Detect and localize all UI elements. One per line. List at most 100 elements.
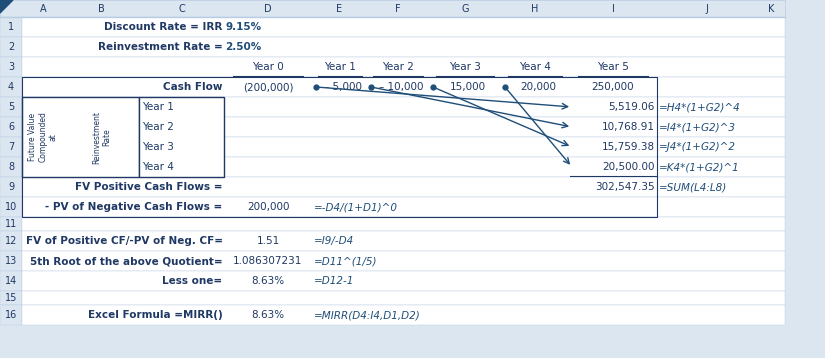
Text: 5th Root of the above Quotient=: 5th Root of the above Quotient= — [30, 256, 223, 266]
Text: =H4*(1+G2)^4: =H4*(1+G2)^4 — [659, 102, 741, 112]
Bar — [0, 57, 22, 77]
Text: 20,500.00: 20,500.00 — [602, 162, 655, 172]
Text: 3: 3 — [8, 62, 14, 72]
Bar — [0, 37, 22, 57]
Text: H: H — [531, 4, 539, 14]
Bar — [22, 77, 785, 97]
Text: 200,000: 200,000 — [247, 202, 290, 212]
Text: 2: 2 — [8, 42, 14, 52]
Bar — [139, 97, 224, 177]
Text: Year 3: Year 3 — [449, 62, 481, 72]
Bar — [22, 77, 657, 217]
Text: Year 3: Year 3 — [142, 142, 174, 152]
Text: =K4*(1+G2)^1: =K4*(1+G2)^1 — [659, 162, 740, 172]
Text: (200,000): (200,000) — [243, 82, 293, 92]
Text: 5: 5 — [8, 102, 14, 112]
Text: 14: 14 — [5, 276, 17, 286]
Text: =MIRR(D4:I4,D1,D2): =MIRR(D4:I4,D1,D2) — [314, 310, 421, 320]
Text: Less one=: Less one= — [163, 276, 223, 286]
Bar — [22, 217, 785, 231]
Text: K: K — [768, 4, 774, 14]
Text: 13: 13 — [5, 256, 17, 266]
Text: 1.086307231: 1.086307231 — [233, 256, 303, 266]
Text: 12: 12 — [5, 236, 17, 246]
Text: 8.63%: 8.63% — [252, 276, 285, 286]
Text: FV of Positive CF/-PV of Neg. CF=: FV of Positive CF/-PV of Neg. CF= — [26, 236, 223, 246]
Bar — [0, 177, 22, 197]
Text: Year 2: Year 2 — [142, 122, 174, 132]
Text: 1.51: 1.51 — [257, 236, 280, 246]
Text: 11: 11 — [5, 219, 17, 229]
Text: =D12-1: =D12-1 — [314, 276, 355, 286]
Text: A: A — [40, 4, 46, 14]
Text: – 5,000: – 5,000 — [323, 82, 361, 92]
Text: 4: 4 — [8, 82, 14, 92]
Text: I: I — [611, 4, 615, 14]
Bar — [0, 97, 22, 117]
Text: FV Positive Cash Flows =: FV Positive Cash Flows = — [75, 182, 223, 192]
Text: – 10,000: – 10,000 — [379, 82, 423, 92]
Bar — [0, 251, 22, 271]
Text: 15,759.38: 15,759.38 — [602, 142, 655, 152]
Text: =-D4/(1+D1)^0: =-D4/(1+D1)^0 — [314, 202, 398, 212]
Bar — [22, 231, 785, 251]
Text: =SUM(L4:L8): =SUM(L4:L8) — [659, 182, 728, 192]
Text: D: D — [264, 4, 271, 14]
Text: Excel Formula =MIRR(): Excel Formula =MIRR() — [87, 310, 223, 320]
Text: 302,547.35: 302,547.35 — [596, 182, 655, 192]
Text: 16: 16 — [5, 310, 17, 320]
Text: J: J — [705, 4, 709, 14]
Bar — [0, 137, 22, 157]
Bar — [22, 117, 785, 137]
Text: 8: 8 — [8, 162, 14, 172]
Text: Year 0: Year 0 — [252, 62, 284, 72]
Text: Future Value
Compounded
at: Future Value Compounded at — [28, 112, 58, 163]
Bar — [22, 197, 785, 217]
Bar — [22, 157, 785, 177]
Text: 10,768.91: 10,768.91 — [602, 122, 655, 132]
Text: Discount Rate = IRR: Discount Rate = IRR — [104, 22, 223, 32]
Text: 9: 9 — [8, 182, 14, 192]
Bar — [0, 217, 22, 231]
Bar — [0, 17, 22, 37]
Text: 10: 10 — [5, 202, 17, 212]
Bar — [0, 231, 22, 251]
Bar — [22, 305, 785, 325]
Text: Cash Flow: Cash Flow — [163, 82, 223, 92]
Text: 15,000: 15,000 — [450, 82, 486, 92]
Bar — [22, 177, 785, 197]
Text: Year 5: Year 5 — [597, 62, 629, 72]
Bar — [0, 117, 22, 137]
Text: Year 1: Year 1 — [142, 102, 174, 112]
Text: =D11^(1/5): =D11^(1/5) — [314, 256, 378, 266]
Text: Year 4: Year 4 — [519, 62, 551, 72]
Text: Year 2: Year 2 — [382, 62, 414, 72]
Bar — [0, 197, 22, 217]
Text: =I4*(1+G2)^3: =I4*(1+G2)^3 — [659, 122, 736, 132]
Bar — [0, 157, 22, 177]
Bar — [22, 17, 785, 37]
Text: B: B — [98, 4, 105, 14]
Text: 6: 6 — [8, 122, 14, 132]
Text: 5,519.06: 5,519.06 — [609, 102, 655, 112]
Text: 9.15%: 9.15% — [225, 22, 262, 32]
Bar — [22, 291, 785, 305]
Text: E: E — [337, 4, 342, 14]
Bar — [22, 57, 785, 77]
Bar — [22, 97, 785, 117]
Bar — [22, 271, 785, 291]
Text: G: G — [461, 4, 469, 14]
Text: =J4*(1+G2)^2: =J4*(1+G2)^2 — [659, 142, 736, 152]
Text: 2.50%: 2.50% — [225, 42, 262, 52]
Bar — [0, 291, 22, 305]
Text: 20,000: 20,000 — [520, 82, 556, 92]
Text: 1: 1 — [8, 22, 14, 32]
Text: Year 4: Year 4 — [142, 162, 174, 172]
Text: Year 1: Year 1 — [323, 62, 356, 72]
Bar — [22, 97, 139, 177]
Text: Reinvestment
Rate: Reinvestment Rate — [92, 111, 111, 164]
Text: 7: 7 — [8, 142, 14, 152]
Bar — [0, 271, 22, 291]
Bar — [0, 305, 22, 325]
Text: 8.63%: 8.63% — [252, 310, 285, 320]
